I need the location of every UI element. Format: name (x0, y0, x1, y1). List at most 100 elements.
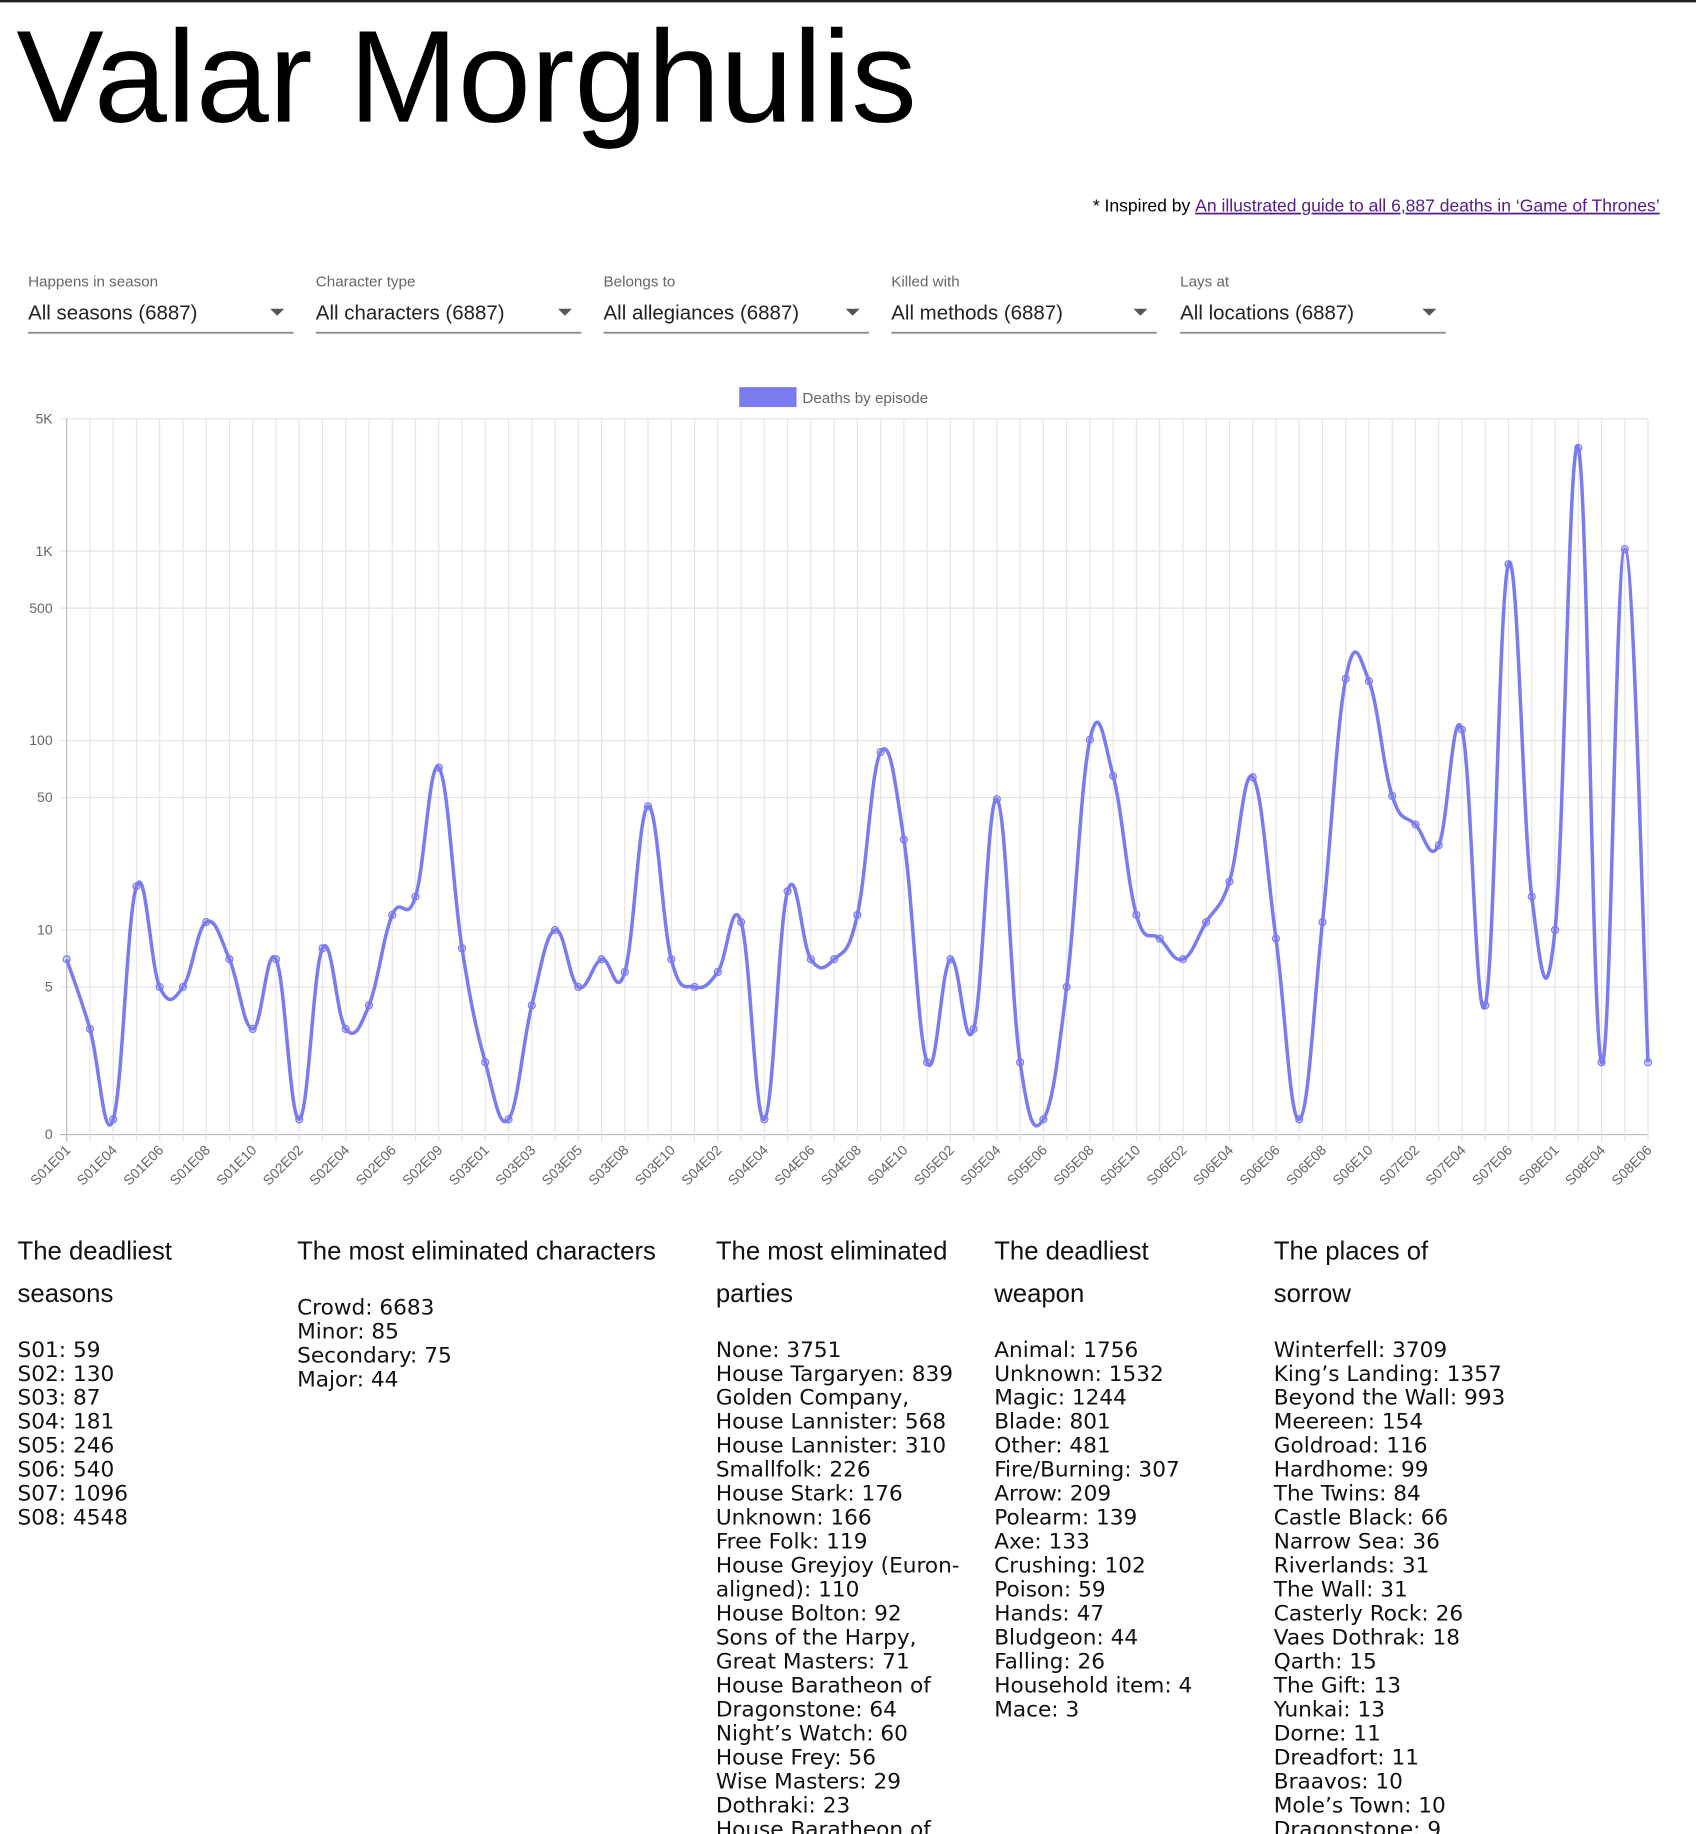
filter-value[interactable]: All characters (6887) (316, 301, 505, 324)
data-point (1295, 1115, 1304, 1124)
data-point (1109, 771, 1118, 781)
y-tick-label: 5 (45, 979, 53, 995)
data-point (574, 982, 583, 992)
stats-item: House Lannister: 310 (716, 1434, 946, 1459)
stats-item: Hardhome: 99 (1274, 1458, 1429, 1483)
stats-item: S04: 181 (18, 1410, 115, 1435)
x-tick-label: S05E04 (957, 1142, 1004, 1189)
stats-item: Vaes Dothrak: 18 (1274, 1626, 1460, 1651)
stats-item: Axe: 133 (994, 1530, 1090, 1555)
credit-note: * Inspired by (1093, 196, 1195, 216)
data-point (178, 982, 188, 992)
x-tick-label: S05E08 (1050, 1142, 1097, 1189)
data-point (1202, 918, 1211, 927)
stats-item: Crowd: 6683 (297, 1296, 434, 1321)
stats-item: Braavos: 10 (1274, 1769, 1403, 1794)
data-point (527, 1001, 536, 1010)
stats-item: Golden Company, (716, 1386, 909, 1411)
filter-label: Killed with (891, 274, 959, 291)
x-tick-label: S05E06 (1004, 1142, 1051, 1189)
stats-item: Crushing: 102 (994, 1554, 1146, 1579)
x-tick-label: S01E01 (27, 1142, 74, 1189)
stats-item: Fire/Burning: 307 (994, 1458, 1180, 1483)
data-point (1457, 725, 1467, 734)
stats-item: Dothraki: 23 (716, 1793, 850, 1818)
dropdown-arrow[interactable] (1133, 308, 1148, 316)
x-tick-label: S06E08 (1283, 1142, 1330, 1189)
x-tick-label: S03E03 (492, 1142, 539, 1189)
stats-item: S08: 4548 (18, 1506, 128, 1531)
data-point (1527, 892, 1536, 901)
y-tick-label: 10 (37, 922, 53, 938)
data-point (271, 955, 281, 964)
stats-item: Winterfell: 3709 (1274, 1338, 1447, 1363)
filter-value[interactable]: All allegiances (6887) (604, 301, 800, 324)
data-point (923, 1058, 932, 1067)
stats-item: Arrow: 209 (994, 1482, 1111, 1507)
x-tick-label: S03E01 (445, 1142, 492, 1189)
x-tick-label: S07E04 (1422, 1142, 1469, 1189)
filter-value[interactable]: All seasons (6887) (28, 301, 197, 324)
data-point (457, 944, 467, 953)
data-point (1620, 544, 1629, 554)
stats-item: Animal: 1756 (994, 1338, 1138, 1363)
x-tick-label: S04E08 (818, 1142, 865, 1189)
stats-item: Dragonstone: 9 (1274, 1817, 1441, 1834)
stats-heading: The most eliminated (716, 1238, 948, 1266)
data-point (853, 910, 862, 920)
data-point (504, 1115, 513, 1124)
x-tick-label: S06E10 (1329, 1142, 1376, 1189)
stats-heading: The most eliminated characters (297, 1238, 656, 1266)
data-point (969, 1024, 978, 1034)
data-point (481, 1058, 490, 1067)
data-point (946, 955, 955, 964)
stats-heading: weapon (993, 1280, 1084, 1308)
data-point (202, 918, 211, 927)
x-tick-label: S01E04 (73, 1142, 120, 1189)
x-tick-label: S04E02 (678, 1142, 725, 1189)
stats-item: S06: 540 (18, 1458, 115, 1483)
stats-item: House Lannister: 568 (716, 1410, 946, 1435)
dropdown-arrow[interactable] (270, 308, 285, 316)
x-tick-label: S04E10 (864, 1142, 911, 1189)
filter-value[interactable]: All methods (6887) (891, 301, 1063, 324)
y-tick-label: 0 (45, 1126, 53, 1142)
data-point (248, 1024, 257, 1034)
stats-item: House Baratheon of (716, 1673, 932, 1698)
credit: * Inspired by An illustrated guide to al… (1093, 196, 1660, 216)
stats-item: King’s Landing: 1357 (1274, 1362, 1502, 1387)
filter-label: Belongs to (604, 274, 676, 291)
data-point (388, 910, 397, 920)
stats-item: Dragonstone: 64 (716, 1697, 897, 1722)
stats-item: House Bolton: 92 (716, 1602, 902, 1627)
x-tick-label: S07E06 (1469, 1142, 1516, 1189)
filter-value[interactable]: All locations (6887) (1180, 301, 1354, 324)
data-point (1574, 443, 1583, 452)
dropdown-arrow[interactable] (845, 308, 860, 316)
stats-heading: parties (716, 1280, 793, 1308)
data-point (132, 882, 141, 891)
data-point (1434, 841, 1443, 850)
stats-item: Free Folk: 119 (716, 1530, 868, 1555)
data-point (736, 918, 746, 927)
dropdown-arrow[interactable] (557, 308, 572, 316)
stats-item: Great Masters: 71 (716, 1649, 910, 1674)
dropdown-arrow[interactable] (1422, 308, 1437, 316)
data-point (1341, 674, 1350, 683)
data-point (690, 982, 699, 992)
y-tick-label: 500 (29, 600, 53, 616)
x-tick-label: S03E05 (539, 1142, 586, 1189)
stats-item: Poison: 59 (994, 1578, 1105, 1603)
data-point (876, 747, 885, 757)
x-tick-label: S02E04 (306, 1142, 353, 1189)
stats-item: Falling: 26 (994, 1649, 1105, 1674)
credit-link[interactable]: An illustrated guide to all 6,887 deaths… (1195, 196, 1660, 216)
data-point (830, 955, 839, 964)
stats-item: Smallfolk: 226 (716, 1458, 871, 1483)
y-tick-label: 5K (35, 410, 53, 426)
stats-item: House Frey: 56 (716, 1745, 876, 1770)
stats-item: Riverlands: 31 (1274, 1554, 1430, 1579)
filter-label: Character type (316, 274, 416, 291)
